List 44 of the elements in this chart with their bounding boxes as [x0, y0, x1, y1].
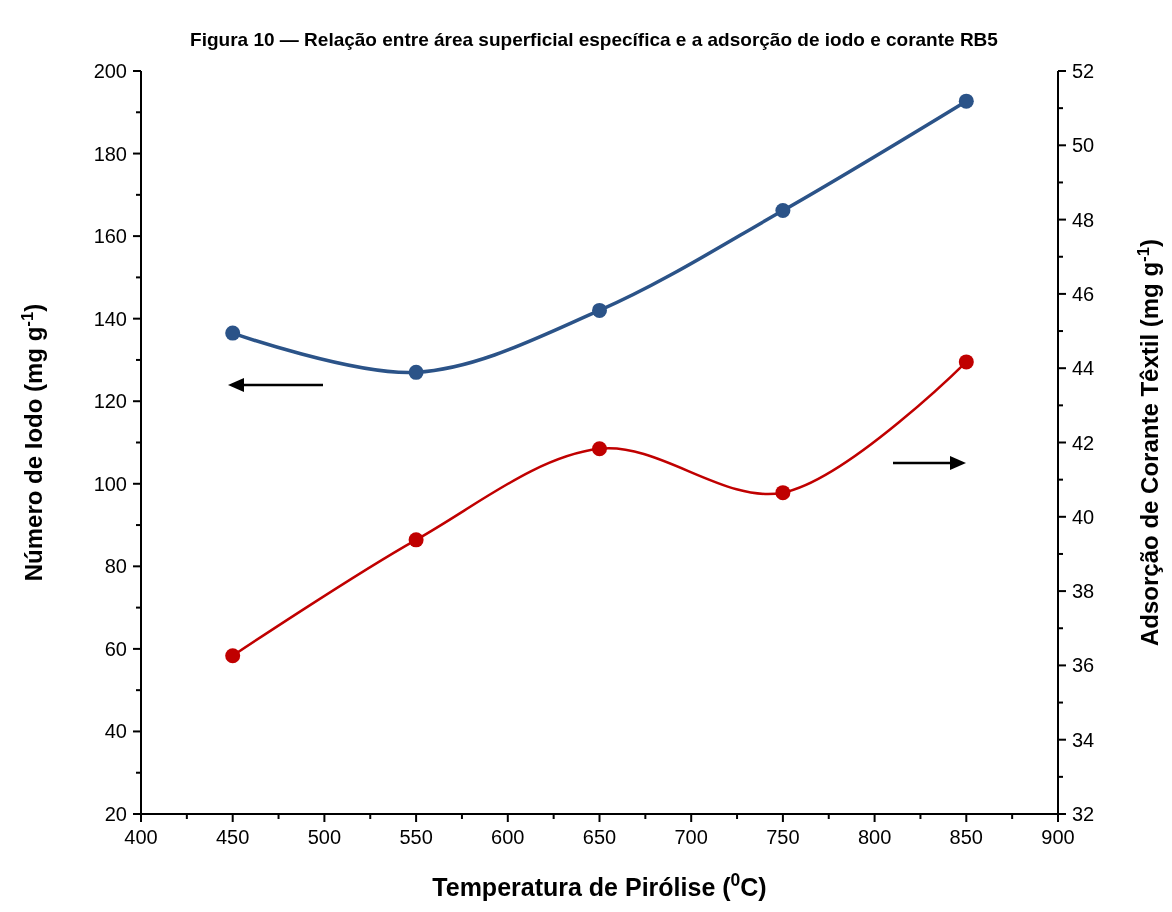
y2-tick-label: 46 [1072, 282, 1095, 305]
y2-tick-label: 36 [1072, 654, 1095, 677]
x-tick-label: 850 [949, 826, 983, 848]
y-tick-label: 160 [93, 225, 127, 248]
y-tick-label: 180 [93, 142, 127, 165]
point [958, 354, 974, 370]
point [225, 325, 241, 341]
point [592, 441, 607, 457]
x-tick-label: 800 [857, 826, 892, 848]
y-tick-label: 80 [104, 555, 127, 578]
x-tick-label: 900 [1041, 826, 1075, 848]
x-tick-label: 500 [307, 826, 342, 848]
y2-tick-label: 34 [1072, 728, 1095, 751]
point [775, 485, 791, 501]
y2-tick-label: 32 [1072, 803, 1095, 825]
x-tick-label: 750 [766, 826, 800, 848]
y2-tick-label: 42 [1072, 431, 1095, 454]
y-tick-label: 200 [93, 60, 127, 82]
x-tick-label: 700 [674, 826, 708, 848]
point [408, 532, 424, 548]
x-tick-label: 600 [491, 826, 525, 848]
x-axis-title: Temperatura de Pirólise ($^{0}$C) [432, 870, 767, 901]
point [408, 364, 424, 380]
x-tick-label: 450 [216, 826, 250, 848]
x-tick-label: 550 [399, 826, 433, 848]
x-tick-label: 400 [124, 826, 158, 848]
y-tick-label: 60 [104, 637, 127, 660]
y-tick-label: 120 [93, 390, 127, 413]
y2-tick-label: 52 [1072, 60, 1095, 82]
point [592, 302, 607, 318]
y2-tick-label: 38 [1072, 580, 1095, 603]
y2-tick-label: 50 [1072, 134, 1095, 157]
y2-tick-label: 40 [1072, 505, 1095, 528]
y-tick-label: 20 [104, 803, 127, 825]
y-tick-label: 100 [93, 472, 127, 495]
point [225, 648, 241, 664]
chart-title: Figura 10 — Relação entre área superficial específica e a adsorção de iodo e corante RB5 [190, 29, 999, 50]
point [775, 203, 791, 219]
point [958, 93, 974, 109]
y-tick-label: 140 [93, 307, 127, 330]
y-tick-label: 40 [104, 720, 127, 743]
x-tick-label: 650 [582, 826, 617, 848]
y2-tick-label: 48 [1072, 208, 1095, 231]
y2-tick-label: 44 [1072, 357, 1095, 380]
